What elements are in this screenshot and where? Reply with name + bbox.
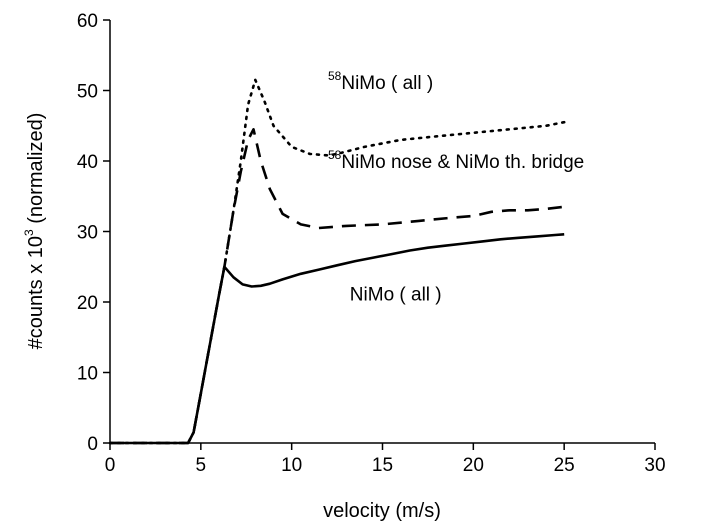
x-tick-label: 0 [105, 455, 116, 476]
annotations: 58NiMo ( all )58NiMo nose & NiMo th. bri… [328, 69, 584, 306]
y-axis-label-main: #counts x 10 [25, 236, 47, 349]
x-tick-label: 20 [463, 455, 484, 476]
series-annotation: 58NiMo ( all ) [328, 69, 433, 94]
series-annotation: NiMo ( all ) [350, 285, 442, 306]
x-tick-label: 10 [281, 455, 302, 476]
y-axis-label-tail: (normalized) [25, 113, 47, 230]
x-tick-label: 25 [554, 455, 575, 476]
series-line-solid [110, 233, 565, 445]
y-tick-label: 60 [77, 11, 98, 32]
series-line-dashed [110, 128, 565, 445]
x-tick-label: 5 [196, 455, 207, 476]
annotation-text: NiMo ( all ) [350, 285, 442, 306]
x-tick-label: 15 [372, 455, 393, 476]
annotation-superscript: 58 [328, 69, 342, 83]
plot-area [108, 78, 566, 445]
x-axis-label: velocity (m/s) [323, 500, 441, 522]
y-tick-label: 20 [77, 293, 98, 314]
y-axis-label: #counts x 103 (normalized) [22, 113, 47, 350]
y-tick-label: 40 [77, 152, 98, 173]
y-tick-label: 0 [87, 434, 98, 455]
x-tick-label: 30 [644, 455, 665, 476]
y-tick-label: 30 [77, 223, 98, 244]
y-tick-label: 10 [77, 364, 98, 385]
ticks: 0 5 10 15 20 25 30 0 10 20 30 40 50 60 [77, 11, 666, 476]
series-annotation: 58NiMo nose & NiMo th. bridge [328, 148, 584, 173]
y-tick-label: 50 [77, 82, 98, 103]
annotation-text: NiMo ( all ) [341, 73, 433, 94]
annotation-text: NiMo nose & NiMo th. bridge [341, 152, 584, 173]
y-axis-label-exp: 3 [22, 229, 36, 236]
series-line-dotted [108, 78, 566, 445]
annotation-superscript: 58 [328, 148, 342, 162]
